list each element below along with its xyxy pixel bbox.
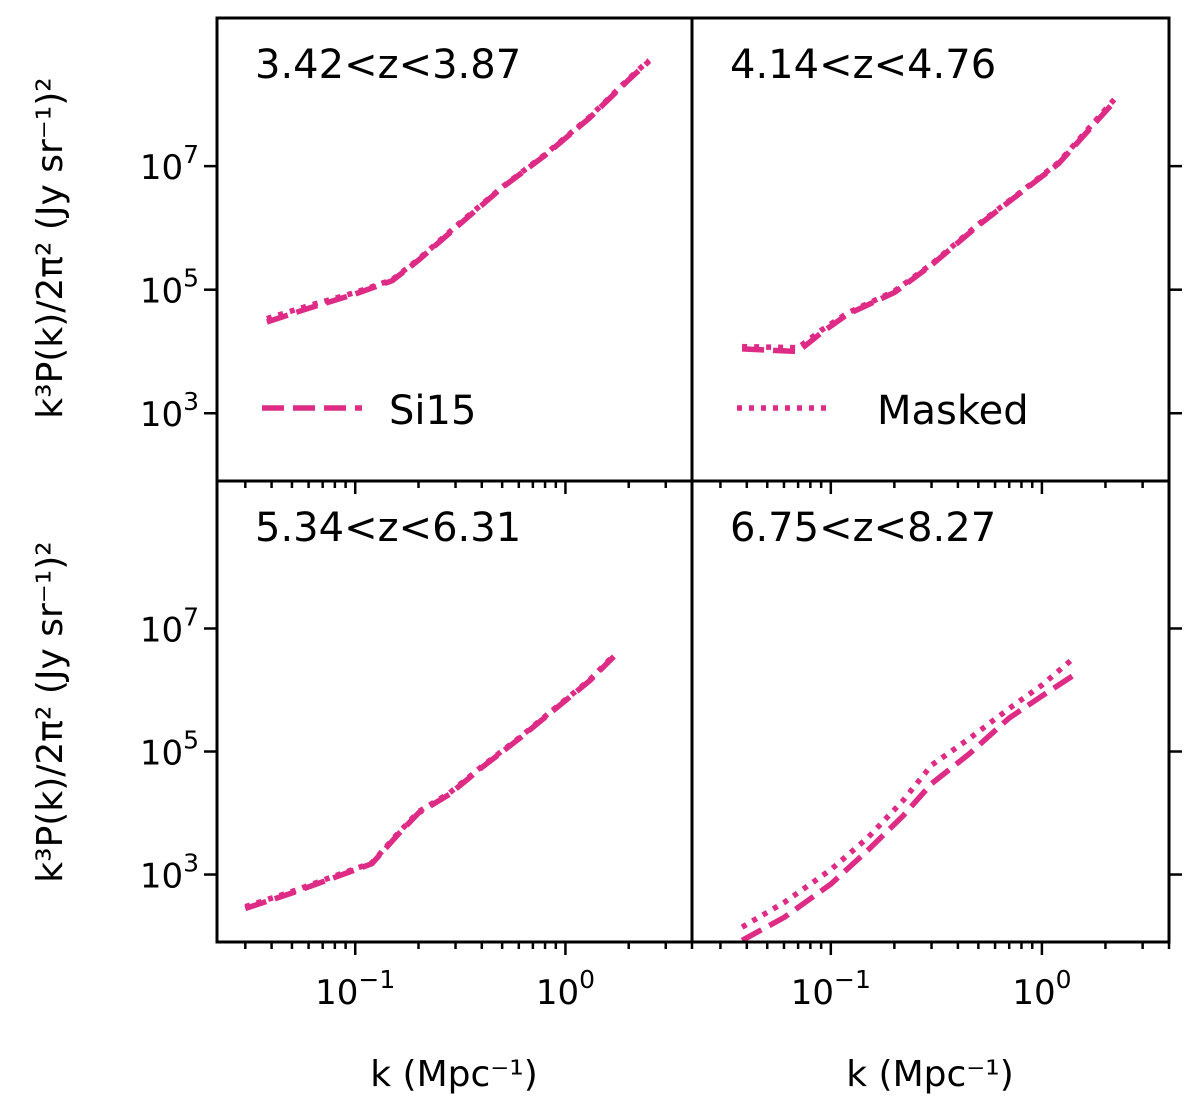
panel-label: 5.34<z<6.31 [255,505,521,551]
panel-label: 3.42<z<3.87 [255,42,521,88]
panel-1: 103 105 107 3.42<z<3.87 Si15 [140,16,694,494]
x-tick-label: 10−1 [315,965,395,1013]
series-line-masked [266,58,651,322]
series-line-masked [244,653,616,910]
y-tick-label: 107 [140,140,199,188]
series-line-si15 [741,99,1117,355]
x-tick-label: 100 [1012,965,1071,1013]
y-tick-label: 103 [140,387,199,435]
panel-2: 4.14<z<4.76 Masked [690,16,1182,494]
y-tick-label: 105 [140,726,199,774]
panels: 103 105 107 3.42<z<3.87 Si15 4.14<z<4.76 Maske… [140,16,1182,1013]
x-tick-label: 10−1 [791,965,871,1013]
panel-3: 103 105 107 10−1 100 5.34<z<6.31 [140,479,694,1013]
series-group [740,656,1075,942]
series-line-si15 [266,59,651,325]
series-group [741,97,1117,355]
y-axis-label-bottom: k³P(k)/2π² (Jy sr⁻¹)² [30,541,71,882]
series-group [244,653,616,912]
y-tick-label: 105 [140,264,199,312]
legend-label-masked: Masked [877,388,1029,434]
panel-label: 4.14<z<4.76 [730,42,996,88]
series-group [266,58,651,325]
series-line-masked [740,656,1075,930]
y-axis-label-top: k³P(k)/2π² (Jy sr⁻¹)² [30,77,71,418]
x-axis-label-left: k (Mpc⁻¹) [370,1054,538,1095]
panel-4: 10−1 100 6.75<z<8.27 [690,479,1182,1013]
panel-label: 6.75<z<8.27 [730,505,996,551]
series-line-masked [742,97,1117,351]
y-tick-label: 103 [140,849,199,897]
legend-label-si15: Si15 [389,388,476,434]
x-axis-label-right: k (Mpc⁻¹) [846,1054,1014,1095]
series-line-si15 [244,654,616,912]
x-tick-label: 100 [536,965,595,1013]
y-tick-label: 107 [140,602,199,650]
series-line-si15 [740,673,1075,942]
axis-labels: k³P(k)/2π² (Jy sr⁻¹)² k³P(k)/2π² (Jy sr⁻… [30,77,1014,1095]
